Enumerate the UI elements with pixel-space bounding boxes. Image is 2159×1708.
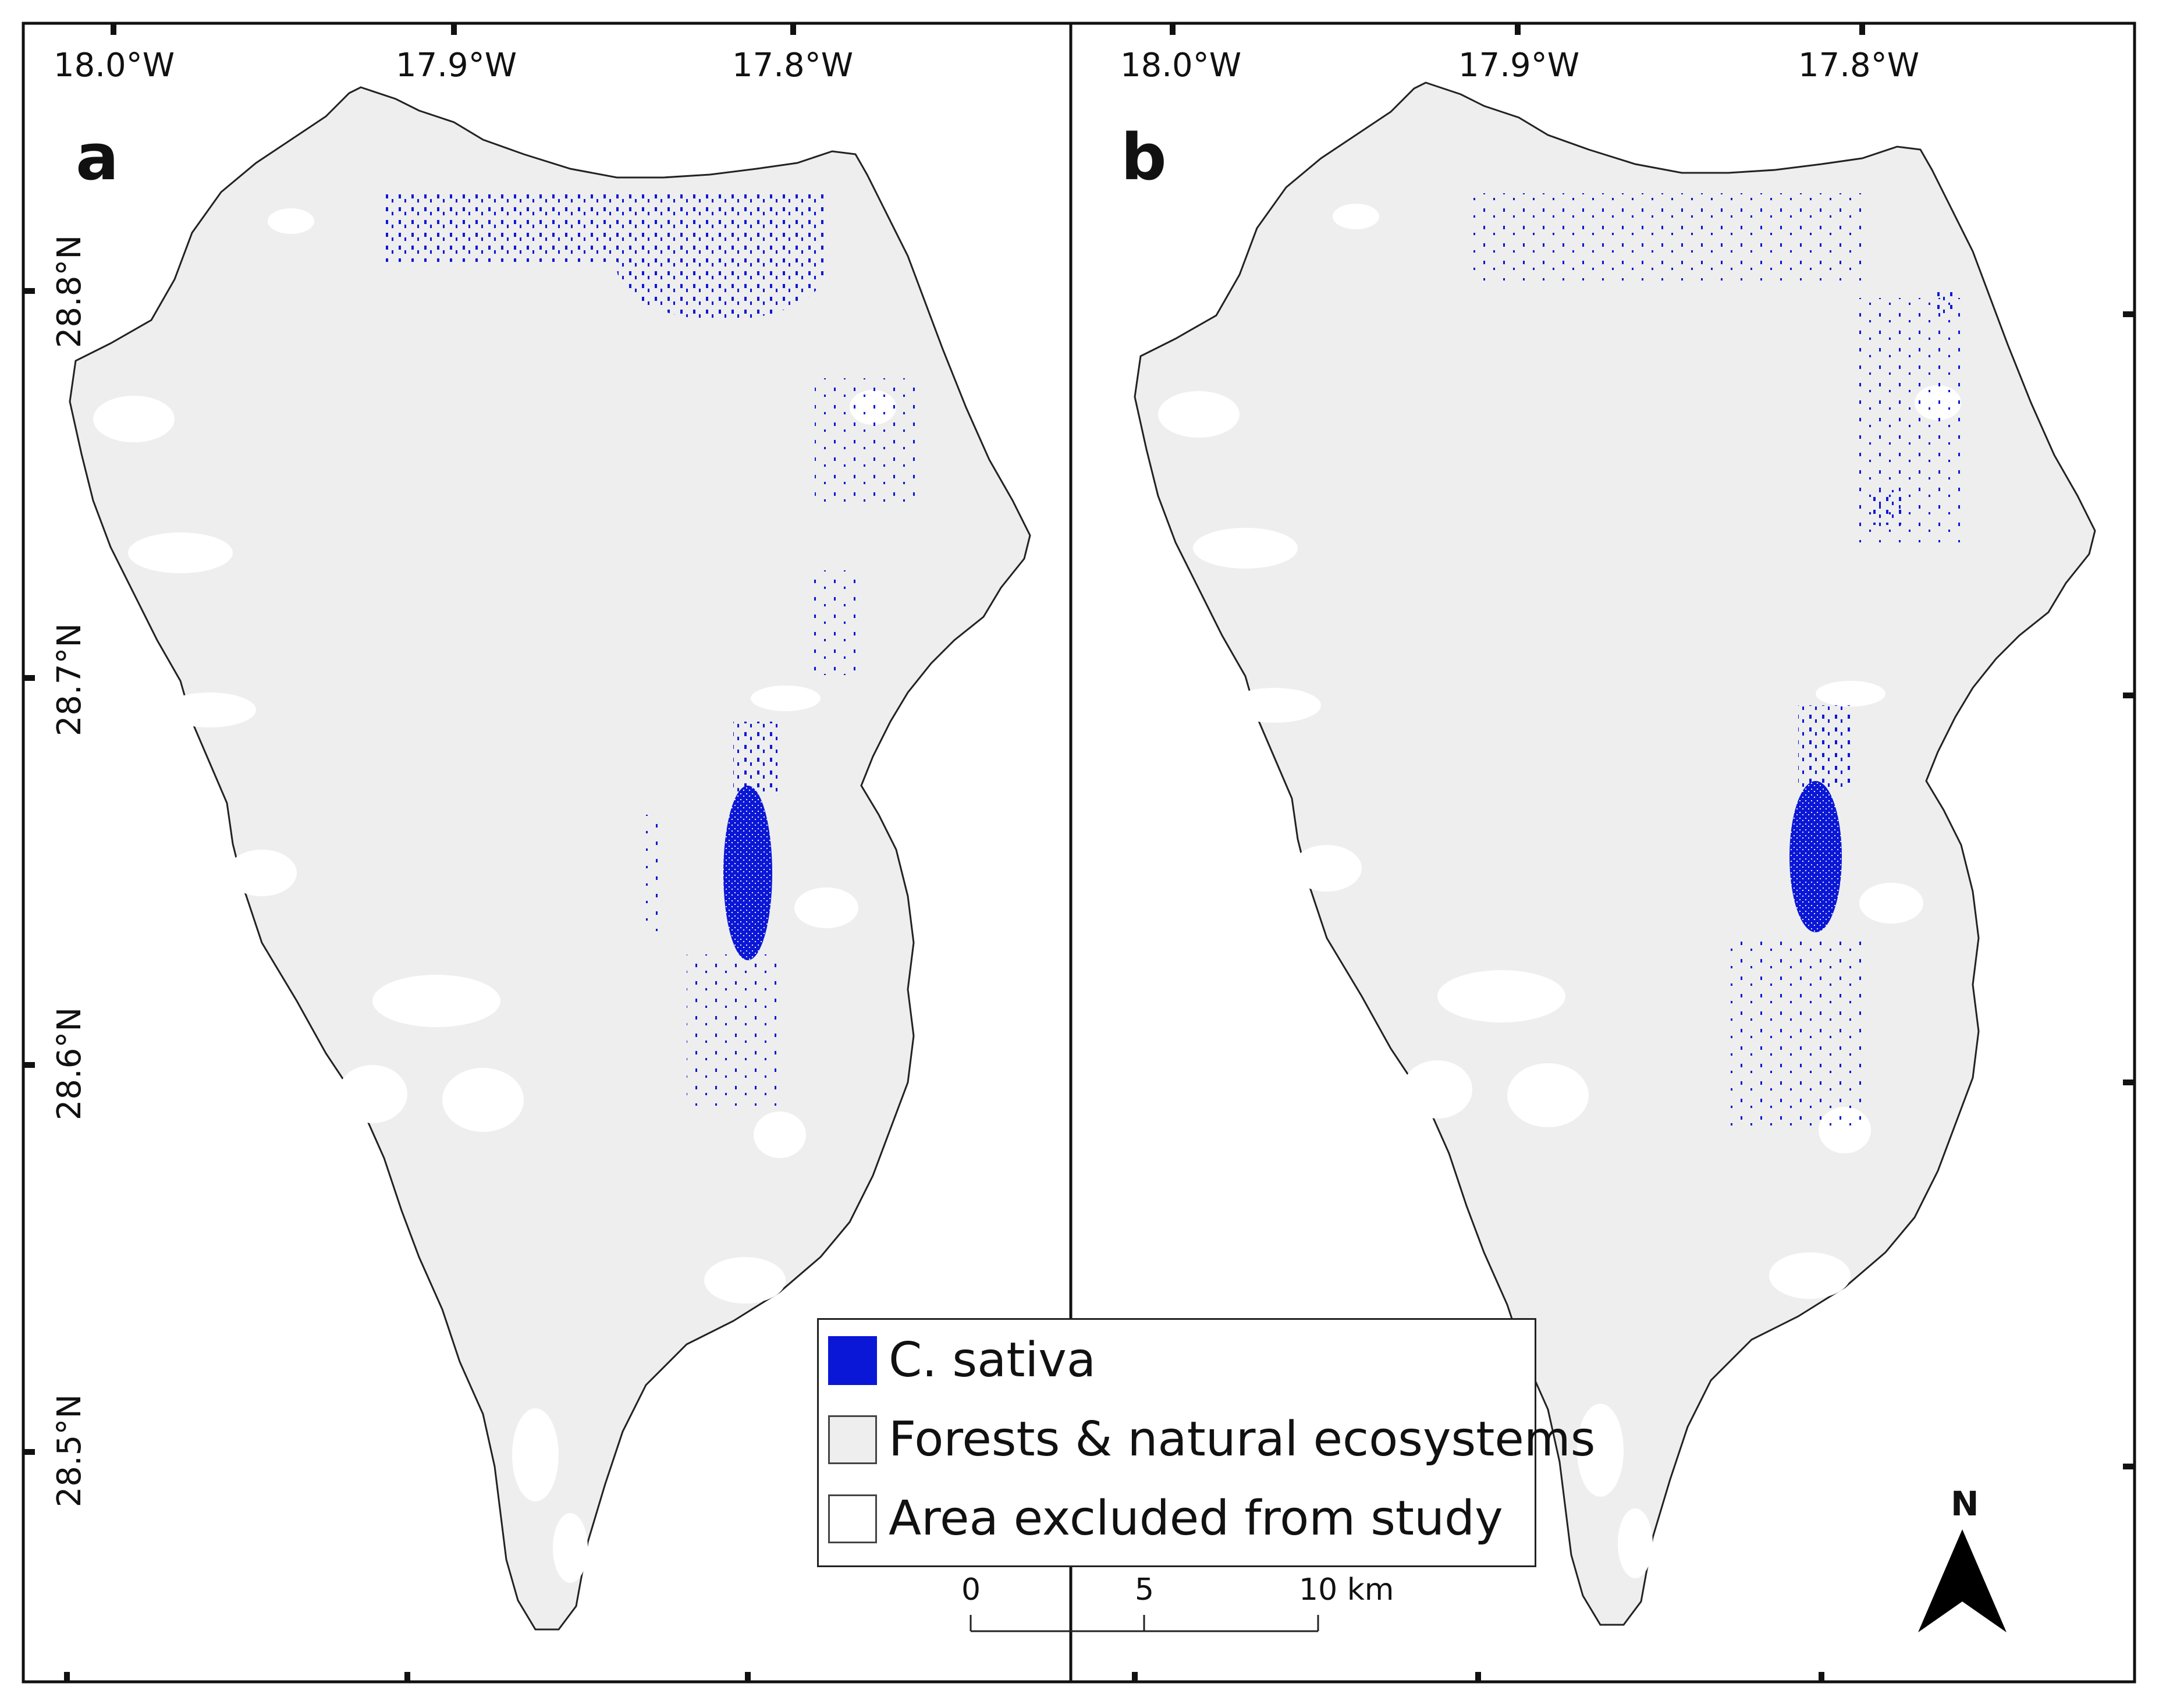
legend-label: Forests & natural ecosystems [889, 1412, 1596, 1467]
lon-label: 17.9°W [396, 47, 517, 84]
legend-item: Forests & natural ecosystems [828, 1412, 1595, 1468]
panel-b-map [1134, 81, 2096, 1626]
legend-label: Area excluded from study [889, 1491, 1503, 1546]
legend-swatch-excluded [828, 1494, 877, 1543]
north-label: N [1951, 1484, 1979, 1524]
excluded-areas-a [93, 208, 896, 1583]
lon-label: 18.0°W [1120, 47, 1242, 84]
legend-swatch-forests [828, 1415, 877, 1464]
panel-a-label: a [76, 120, 119, 194]
lat-label: 28.8°N [51, 235, 88, 349]
lat-label: 28.6°N [51, 1007, 88, 1121]
lat-label: 28.7°N [51, 623, 88, 737]
panel-b-label: b [1121, 120, 1167, 194]
map-legend: C. sativa Forests & natural ecosystems A… [817, 1318, 1595, 1567]
c-sativa-patches-a [384, 192, 919, 1106]
excluded-areas-b [1158, 204, 1961, 1578]
lon-label: 17.8°W [732, 47, 854, 84]
scale-bar [970, 1615, 1319, 1632]
legend-item: Area excluded from study [828, 1491, 1503, 1547]
c-sativa-patches-b [1472, 193, 1961, 1130]
legend-swatch-c-sativa [828, 1336, 877, 1385]
legend-label: C. sativa [889, 1333, 1096, 1388]
lon-label: 18.0°W [54, 47, 175, 84]
lon-label: 17.9°W [1458, 47, 1580, 84]
panel-b-frame [1069, 22, 2136, 1684]
scale-label-0: 0 [961, 1572, 981, 1607]
scale-label-5: 5 [1135, 1572, 1155, 1607]
lon-label: 17.8°W [1798, 47, 1920, 84]
scale-label-10: 10 km [1299, 1572, 1394, 1607]
north-arrow-icon [1918, 1529, 2007, 1632]
lat-label: 28.5°N [51, 1394, 88, 1508]
graticule-ticks [23, 23, 2135, 1682]
panel-a-map [69, 86, 1031, 1631]
legend-item: C. sativa [828, 1333, 1096, 1389]
